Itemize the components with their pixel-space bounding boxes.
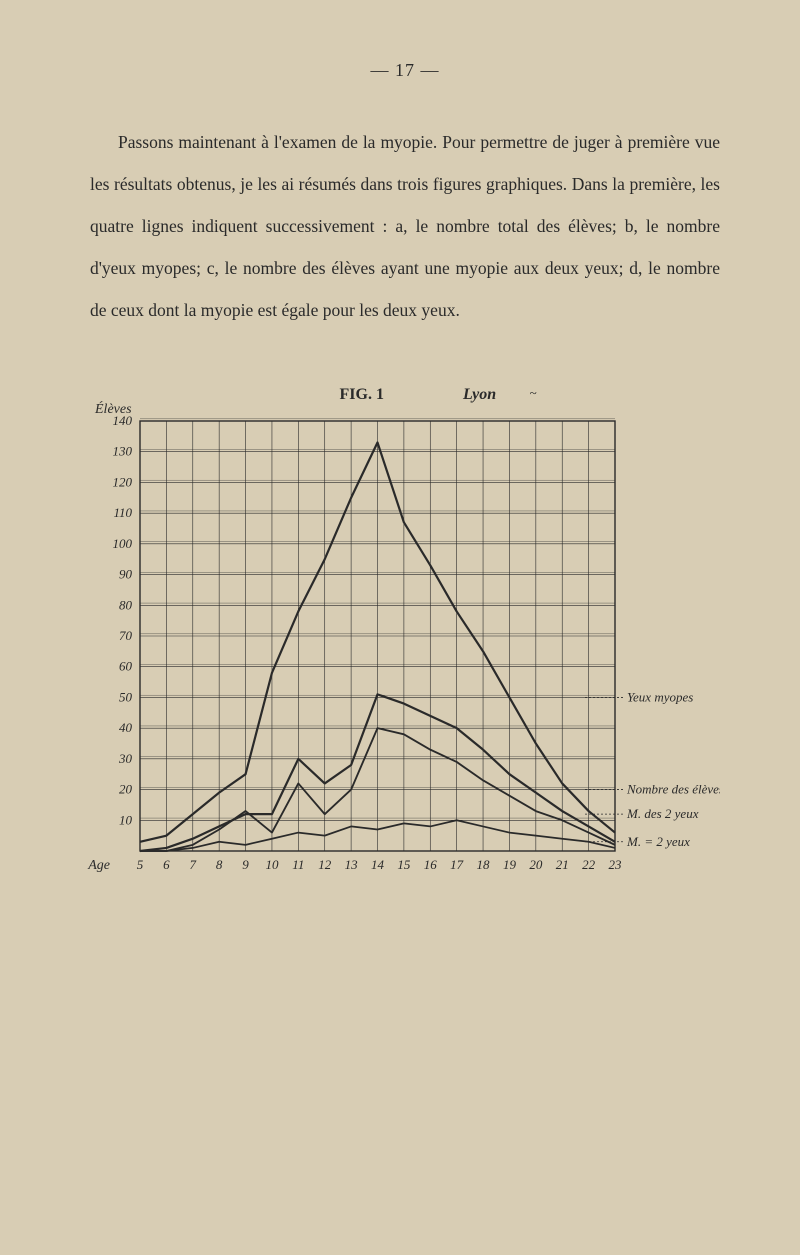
label-nombre-eleves: Nombre des élèves: [626, 782, 720, 797]
x-tick: 15: [397, 857, 411, 872]
body-paragraph: Passons maintenant à l'examen de la myop…: [90, 121, 720, 331]
y-tick: 30: [118, 751, 133, 766]
x-tick: 16: [424, 857, 438, 872]
x-tick: 6: [163, 857, 170, 872]
x-axis-title: Age: [87, 858, 110, 873]
y-tick: 10: [119, 812, 133, 827]
y-tick: 20: [119, 782, 133, 797]
y-tick: 50: [119, 689, 133, 704]
x-tick: 22: [582, 857, 596, 872]
page-number: — 17 —: [90, 60, 720, 81]
x-tick: 20: [529, 857, 543, 872]
x-tick: 14: [371, 857, 385, 872]
x-tick: 10: [265, 857, 279, 872]
x-tick: 17: [450, 857, 464, 872]
x-tick: 23: [609, 857, 623, 872]
x-tick: 8: [216, 857, 223, 872]
y-tick: 120: [113, 474, 133, 489]
x-tick: 21: [556, 857, 569, 872]
label-m-eq-2-yeux: M. = 2 yeux: [626, 834, 690, 849]
fig-city: Lyon: [462, 386, 496, 403]
y-tick: 140: [113, 413, 133, 428]
label-yeux-myopes: Yeux myopes: [627, 689, 693, 704]
label-m-2-yeux: M. des 2 yeux: [626, 806, 699, 821]
x-tick: 18: [477, 857, 491, 872]
y-tick: 90: [119, 567, 133, 582]
y-tick: 60: [119, 659, 133, 674]
x-tick: 13: [345, 857, 359, 872]
x-tick: 5: [137, 857, 144, 872]
fig-number: FIG. 1: [340, 386, 384, 403]
y-tick: 80: [119, 597, 133, 612]
x-tick: 9: [242, 857, 249, 872]
svg-text:~: ~: [530, 385, 537, 400]
x-tick: 7: [190, 857, 197, 872]
y-tick: 110: [113, 505, 132, 520]
x-tick: 11: [292, 857, 304, 872]
figure-container: FIG. 1Lyon~Élèves10203040506070809010011…: [80, 371, 700, 901]
y-tick: 100: [113, 536, 133, 551]
figure-1-chart: FIG. 1Lyon~Élèves10203040506070809010011…: [80, 371, 720, 901]
y-tick: 130: [113, 444, 133, 459]
y-tick: 70: [119, 628, 133, 643]
y-tick: 40: [119, 720, 133, 735]
x-tick: 12: [318, 857, 332, 872]
x-tick: 19: [503, 857, 517, 872]
